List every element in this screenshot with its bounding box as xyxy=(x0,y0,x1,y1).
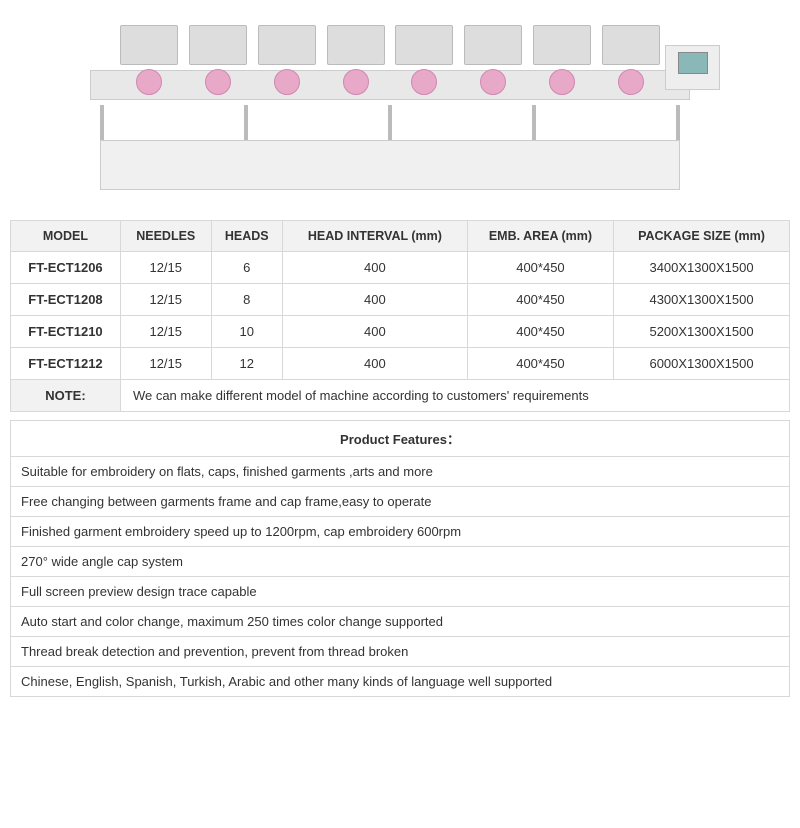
feature-item: Finished garment embroidery speed up to … xyxy=(11,517,790,547)
specs-cell-needles: 12/15 xyxy=(120,252,211,284)
feature-item: Thread break detection and prevention, p… xyxy=(11,637,790,667)
specs-cell-heads: 10 xyxy=(211,316,282,348)
table-row: Free changing between garments frame and… xyxy=(11,487,790,517)
specs-cell-model: FT-ECT1206 xyxy=(11,252,121,284)
specs-cell-pkg: 4300X1300X1500 xyxy=(614,284,790,316)
table-row: FT-ECT121212/1512400400*4506000X1300X150… xyxy=(11,348,790,380)
feature-item: 270° wide angle cap system xyxy=(11,547,790,577)
machine-head xyxy=(602,25,660,105)
specs-cell-area: 400*450 xyxy=(467,316,613,348)
specs-cell-model: FT-ECT1210 xyxy=(11,316,121,348)
specs-cell-model: FT-ECT1208 xyxy=(11,284,121,316)
specs-cell-interval: 400 xyxy=(282,348,467,380)
feature-item: Suitable for embroidery on flats, caps, … xyxy=(11,457,790,487)
machine-illustration xyxy=(80,20,720,200)
specs-header-cell: MODEL xyxy=(11,221,121,252)
note-label: NOTE: xyxy=(11,380,121,412)
machine-head xyxy=(258,25,316,105)
specs-cell-heads: 12 xyxy=(211,348,282,380)
product-image xyxy=(10,10,790,210)
table-row: Full screen preview design trace capable xyxy=(11,577,790,607)
specs-header-cell: PACKAGE SIZE (mm) xyxy=(614,221,790,252)
specs-cell-area: 400*450 xyxy=(467,284,613,316)
features-table: Product Features： Suitable for embroider… xyxy=(10,420,790,697)
specs-header-cell: EMB. AREA (mm) xyxy=(467,221,613,252)
table-row: FT-ECT120612/156400400*4503400X1300X1500 xyxy=(11,252,790,284)
feature-item: Auto start and color change, maximum 250… xyxy=(11,607,790,637)
specs-cell-interval: 400 xyxy=(282,316,467,348)
specs-cell-interval: 400 xyxy=(282,284,467,316)
specs-header-cell: HEADS xyxy=(211,221,282,252)
table-row: Thread break detection and prevention, p… xyxy=(11,637,790,667)
specs-cell-area: 400*450 xyxy=(467,252,613,284)
feature-item: Free changing between garments frame and… xyxy=(11,487,790,517)
machine-head xyxy=(120,25,178,105)
table-row: Suitable for embroidery on flats, caps, … xyxy=(11,457,790,487)
table-row: NOTE:We can make different model of mach… xyxy=(11,380,790,412)
specs-cell-pkg: 5200X1300X1500 xyxy=(614,316,790,348)
specs-cell-model: FT-ECT1212 xyxy=(11,348,121,380)
specs-cell-interval: 400 xyxy=(282,252,467,284)
table-row: Auto start and color change, maximum 250… xyxy=(11,607,790,637)
features-title: Product Features： xyxy=(11,421,790,457)
specs-header-cell: HEAD INTERVAL (mm) xyxy=(282,221,467,252)
specs-cell-needles: 12/15 xyxy=(120,284,211,316)
table-row: FT-ECT121012/1510400400*4505200X1300X150… xyxy=(11,316,790,348)
specs-cell-needles: 12/15 xyxy=(120,348,211,380)
specs-header-cell: NEEDLES xyxy=(120,221,211,252)
machine-head xyxy=(533,25,591,105)
specs-cell-pkg: 6000X1300X1500 xyxy=(614,348,790,380)
machine-head xyxy=(327,25,385,105)
machine-head xyxy=(189,25,247,105)
specs-cell-heads: 8 xyxy=(211,284,282,316)
specs-cell-area: 400*450 xyxy=(467,348,613,380)
table-row: Finished garment embroidery speed up to … xyxy=(11,517,790,547)
specs-cell-pkg: 3400X1300X1500 xyxy=(614,252,790,284)
specs-cell-heads: 6 xyxy=(211,252,282,284)
specs-table: MODELNEEDLESHEADSHEAD INTERVAL (mm)EMB. … xyxy=(10,220,790,412)
machine-head xyxy=(464,25,522,105)
table-row: FT-ECT120812/158400400*4504300X1300X1500 xyxy=(11,284,790,316)
table-row: Chinese, English, Spanish, Turkish, Arab… xyxy=(11,667,790,697)
note-text: We can make different model of machine a… xyxy=(120,380,789,412)
feature-item: Chinese, English, Spanish, Turkish, Arab… xyxy=(11,667,790,697)
machine-head xyxy=(395,25,453,105)
specs-cell-needles: 12/15 xyxy=(120,316,211,348)
feature-item: Full screen preview design trace capable xyxy=(11,577,790,607)
table-row: 270° wide angle cap system xyxy=(11,547,790,577)
